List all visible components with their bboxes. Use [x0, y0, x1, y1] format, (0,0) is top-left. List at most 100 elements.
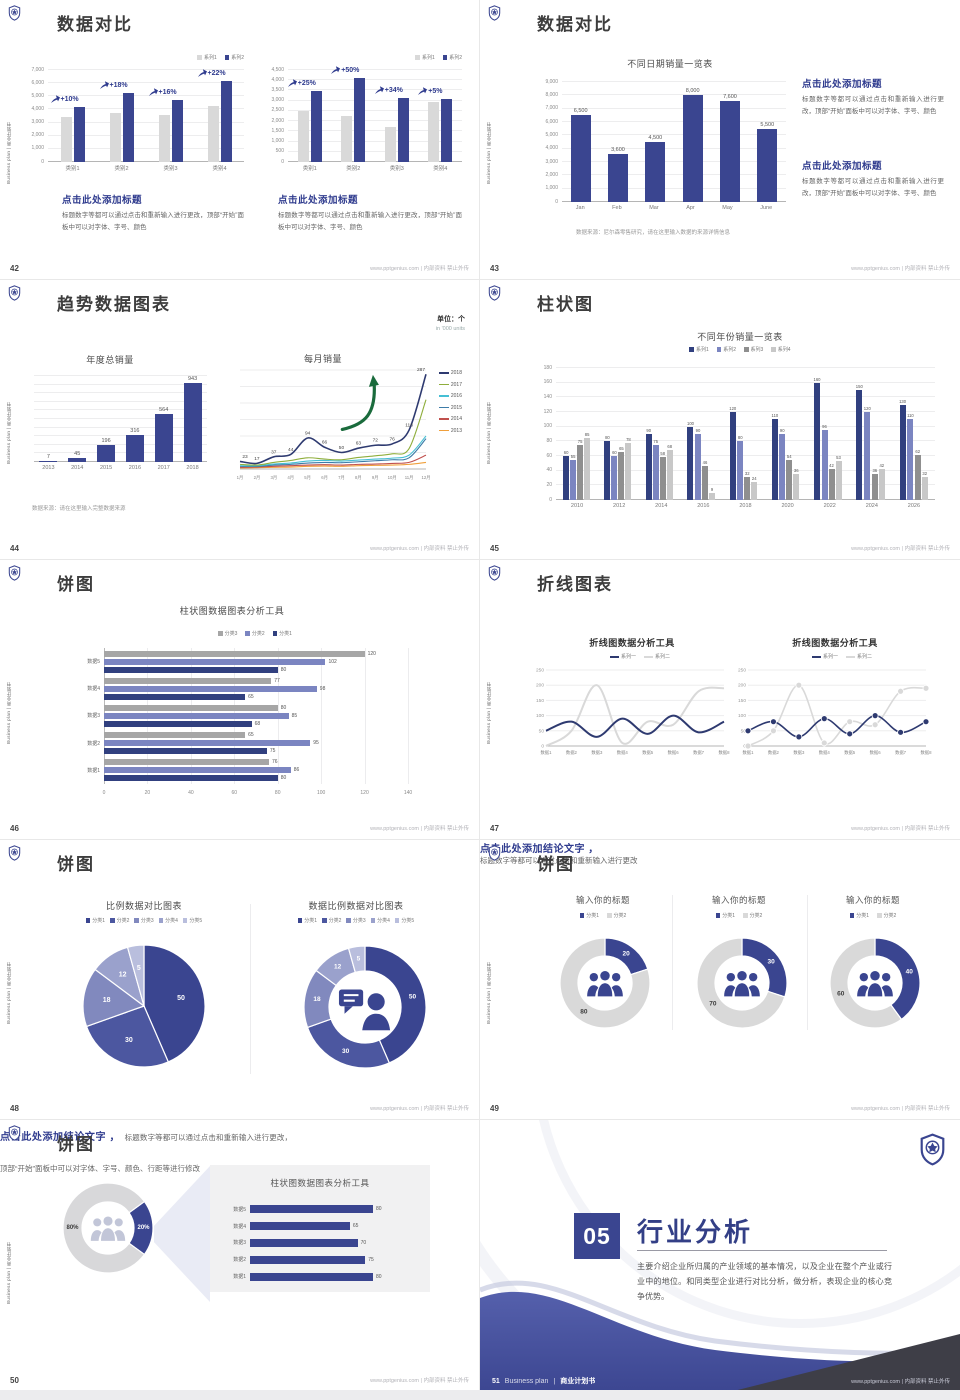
- legend-line-swatch: [644, 655, 653, 658]
- bar-column: 120: [729, 368, 736, 500]
- bar-group: 100 90 46 9: [687, 368, 715, 500]
- bar-value-label: 150: [855, 384, 863, 389]
- hbar-row: 98: [104, 685, 408, 692]
- bar-value-label: 8,000: [685, 88, 700, 95]
- bar-value-label: 943: [187, 376, 198, 382]
- category-label: 数据3: [87, 713, 100, 720]
- slide-footer: www.pptgenius.com | 内部资料 禁止外传: [370, 546, 469, 552]
- bar: [814, 382, 821, 500]
- gridline: [288, 140, 462, 142]
- category-label: 2018: [186, 465, 199, 471]
- svg-text:18: 18: [103, 997, 111, 1004]
- growth-label: +25%: [287, 78, 316, 88]
- svg-text:7月: 7月: [338, 475, 345, 481]
- bar-column: [158, 70, 170, 162]
- bar-group: 90 75 58 68: [645, 368, 673, 500]
- legend-swatch: [394, 918, 400, 923]
- bar: [625, 442, 632, 500]
- x-tick-label: 20: [144, 790, 151, 796]
- gridline: [288, 79, 462, 81]
- bar-value-label: 9: [710, 487, 714, 493]
- legend-item: 2015: [438, 405, 462, 411]
- line-chart-svg: 1月 2月 3月 4月 5月 6月 7月 8月 9月 10月 11月 12月 23 17 37 44 94 66 5…: [237, 367, 431, 481]
- legend-item: 分类2: [322, 917, 341, 924]
- hbar-group: 数据1 76 86 80: [78, 759, 408, 782]
- gridline: [562, 134, 786, 136]
- bar-group: 150 120 36 42: [856, 368, 885, 500]
- chart-title: 不同年份销量一览表: [697, 332, 783, 342]
- legend-line-swatch: [846, 655, 855, 658]
- y-tick-label: 6,000: [31, 79, 44, 86]
- gridline: [562, 94, 786, 96]
- bar: [220, 81, 232, 162]
- bar-column: [122, 70, 134, 162]
- bar: [250, 1222, 350, 1231]
- hbar-row: 80: [250, 1205, 396, 1214]
- conclusion-heading: 点击此处添加结论文字 ，: [480, 844, 599, 855]
- bar-value-label: 78: [626, 436, 631, 442]
- callout-funnel-shape: [154, 1166, 210, 1302]
- bar-value-label: 77: [274, 677, 280, 684]
- gridline: [34, 383, 207, 385]
- bar-value-label: 4,500: [648, 135, 663, 141]
- bar-value-label: 80: [375, 1206, 382, 1213]
- hbar-group: 数据3 80 85 68: [78, 704, 408, 727]
- bar-value-label: 85: [291, 712, 298, 719]
- bar-column: 62: [914, 368, 921, 500]
- bar-value-label: 102: [328, 658, 337, 665]
- hbar-row: 85: [104, 712, 408, 719]
- bar-column: 60: [563, 368, 570, 500]
- bar: [97, 445, 116, 462]
- svg-text:5: 5: [357, 955, 361, 962]
- hbar-group: 数据4 65: [222, 1222, 396, 1231]
- gridline: [364, 648, 366, 784]
- legend-swatch: [218, 631, 223, 636]
- slide-title: 数据对比: [57, 15, 133, 34]
- slide-footer: www.pptgenius.com | 内部资料 禁止外传: [851, 266, 950, 272]
- bar-column: [73, 70, 85, 162]
- category-label: 数据2: [87, 740, 100, 747]
- bar-group: +16%: [148, 70, 183, 162]
- bar-column: 316: [125, 376, 144, 462]
- bar-column: 75: [652, 368, 659, 500]
- gridline: [562, 147, 786, 149]
- chart-legend: 分类1 分类2: [803, 912, 943, 919]
- slide-title: 饼图: [57, 575, 95, 594]
- legend-swatch: [579, 913, 585, 918]
- line-chart-left: 0 50 100 150 200 250 数据1 数据2 数据3 数据4 数据5 数据6 数据7 数据8: [530, 662, 730, 757]
- y-tick-label: 4,000: [271, 76, 284, 83]
- bar-column: 7,600: [719, 82, 740, 202]
- y-tick-label: 4,500: [271, 66, 284, 73]
- legend-swatch: [346, 918, 351, 923]
- bar-group: 3,600: [607, 82, 628, 202]
- donut-chart-highlight: 20% 80%: [62, 1182, 154, 1274]
- unit-sub: in '000 units: [435, 326, 465, 332]
- bar-groups: 60 55 75 85 80 60 65 78 90 75 58 68 100 90 46 9 120 80 32 2…: [556, 368, 935, 500]
- gridline: [556, 440, 935, 442]
- footer-book-title: 商业计划书: [560, 1378, 596, 1385]
- hbar-row: 120: [104, 650, 408, 657]
- data-source-note: 数据来源：请在这里输入完整数据来源: [32, 506, 126, 512]
- slide-footer: www.pptgenius.com | 内部资料 禁止外传: [370, 1378, 469, 1384]
- category-label: 数据5: [233, 1206, 246, 1213]
- bar: [645, 434, 652, 500]
- gridline: [556, 367, 935, 368]
- legend-line-swatch: [811, 655, 821, 658]
- category-label: 2018: [739, 503, 752, 509]
- svg-text:10月: 10月: [388, 475, 397, 481]
- x-tick-label: 40: [188, 790, 194, 796]
- legend-item: 系列1: [197, 54, 217, 61]
- university-crest-icon: [488, 845, 501, 861]
- gridline: [288, 150, 462, 152]
- legend-item: 分类3: [346, 917, 366, 924]
- section-number-badge: 05: [574, 1213, 620, 1259]
- bar-column: 7: [39, 376, 58, 462]
- bar-column: 85: [584, 368, 591, 500]
- y-tick-label: 20: [546, 481, 552, 488]
- bar-value-label: 80: [605, 435, 610, 441]
- category-label: Mar: [649, 205, 659, 211]
- bar-column: 196: [97, 376, 116, 462]
- legend-label: 分类1: [279, 631, 292, 637]
- bar-column: 46: [701, 368, 708, 500]
